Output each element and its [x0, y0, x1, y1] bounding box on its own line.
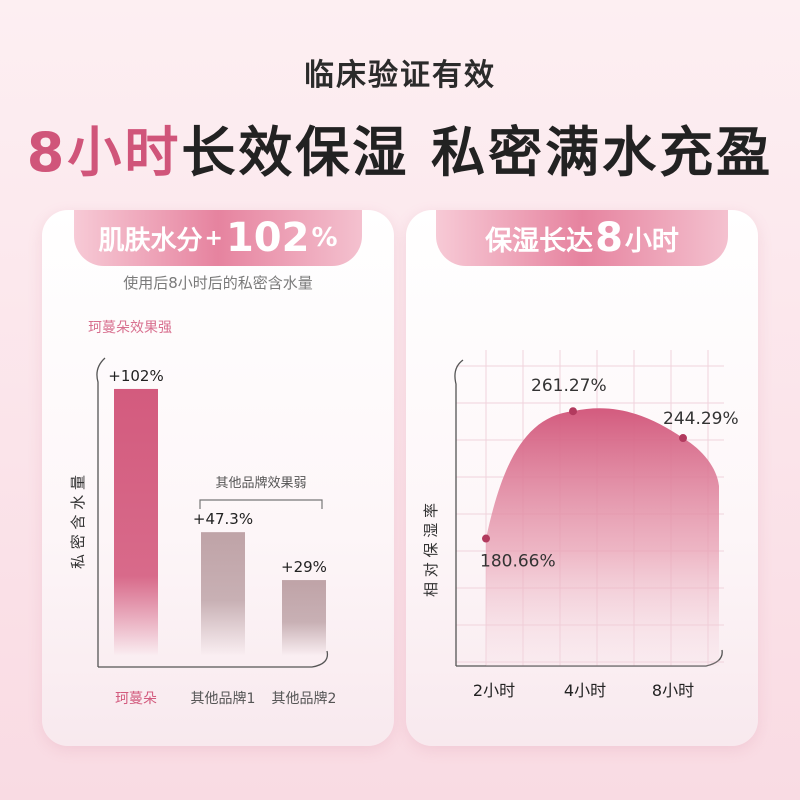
weak-bracket	[199, 499, 323, 509]
x-category-label: 2小时	[473, 681, 515, 700]
page-headline: 8小时长效保湿 私密满水充盈	[0, 108, 800, 187]
y-axis-label: 私 密 含 水 量	[69, 475, 87, 569]
bar-value-label: +47.3%	[193, 510, 253, 528]
bar-category-label: 珂蔓朵	[115, 691, 157, 707]
point-value-label: 261.27%	[531, 376, 607, 396]
data-point	[569, 407, 577, 416]
moisture-card: 肌肤水分 +102% 使用后8小时后的私密含水量 珂蔓朵效果强 私 密 含 水 量…	[42, 210, 394, 746]
ribbon-value: 102	[225, 215, 310, 261]
clinical-subtitle: 临床验证有效	[304, 58, 496, 93]
moisture-note: 使用后8小时后的私密含水量	[123, 274, 313, 292]
bar-category-label: 其他品牌2	[272, 690, 337, 707]
bar-value-label: +102%	[108, 367, 163, 385]
bar-brand	[114, 388, 158, 656]
x-category-label: 8小时	[652, 681, 694, 700]
x-axis-line	[98, 650, 329, 668]
point-value-label: 244.29%	[663, 409, 739, 429]
y-axis-line	[96, 357, 106, 667]
ribbon-unit: 小时	[624, 225, 679, 257]
bar-category-label: 其他品牌1	[191, 690, 256, 707]
bar-other-2	[282, 580, 326, 656]
headline-rest: 长效保湿 私密满水充盈	[181, 121, 774, 184]
callout-strong: 珂蔓朵效果强	[88, 320, 172, 336]
data-point	[482, 534, 490, 543]
moisture-ribbon: 肌肤水分 +102%	[74, 210, 362, 266]
y-axis-line	[454, 359, 464, 666]
moisture-bar-chart: 珂蔓朵效果强 私 密 含 水 量 其他品牌效果弱 +102% 珂蔓朵 +47.3% 其…	[69, 320, 337, 707]
y-axis-label: 相 对 保 湿 率	[422, 503, 440, 597]
ribbon-prefix: 肌肤水分	[98, 225, 203, 256]
bar-value-label: +29%	[281, 558, 327, 576]
point-value-label: 180.66%	[480, 552, 556, 572]
hydration-chart: 相 对 保 湿 率 180.66% 261.27% 244.29% 2小时 4小时 8小时	[422, 350, 739, 700]
hydration-ribbon: 保湿长达 8 小时	[436, 210, 728, 266]
x-category-label: 4小时	[564, 681, 606, 700]
ribbon-unit: %	[311, 223, 338, 253]
hydration-card: 保湿长达 8 小时 相 对 保 湿 率 180.66% 261.27% 244.29% 2…	[406, 210, 758, 746]
callout-weak: 其他品牌效果弱	[215, 475, 306, 491]
ribbon-value: 8	[595, 215, 623, 261]
headline-accent: 8小时	[26, 121, 182, 184]
bar-other-1	[201, 532, 245, 656]
ribbon-plus: +	[204, 225, 223, 251]
ribbon-prefix: 保湿长达	[485, 225, 594, 257]
hydration-area	[486, 408, 719, 666]
data-point	[679, 434, 687, 443]
